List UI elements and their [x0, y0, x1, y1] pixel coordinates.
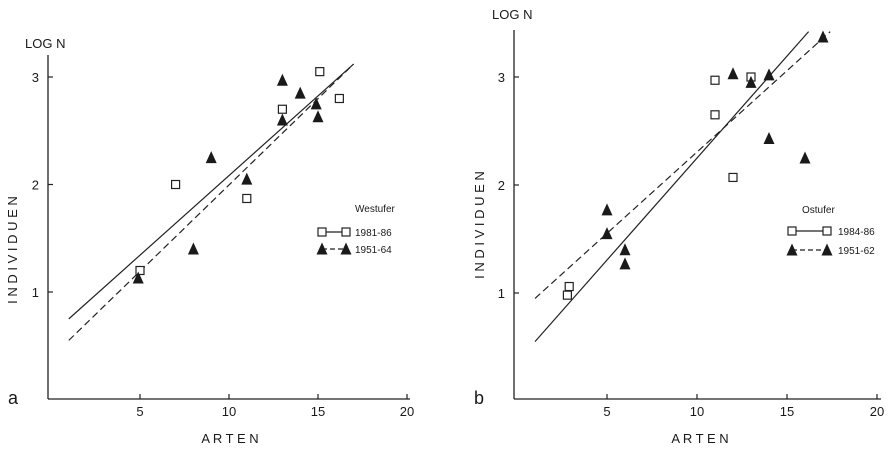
x-tick-label: 5	[603, 404, 610, 419]
data-point	[619, 257, 631, 270]
legend-marker	[822, 226, 832, 236]
data-point	[242, 193, 252, 204]
data-point	[562, 290, 573, 300]
legend-title: Ostufer	[802, 205, 835, 216]
y-axis-title: I N D I V I D U E N	[472, 171, 487, 279]
fit-line-1951-64	[68, 63, 355, 341]
fit-line-1981-86	[68, 63, 355, 320]
legend-title: Westufer	[355, 204, 395, 215]
y-tick-label: 2	[32, 178, 39, 193]
y-tick-label: 2	[498, 178, 505, 193]
legend-marker	[787, 226, 797, 236]
data-point	[601, 203, 613, 216]
x-tick-label: 20	[400, 404, 414, 419]
data-point	[294, 86, 306, 99]
x-tick-label: 15	[311, 404, 325, 419]
data-point	[276, 73, 288, 86]
data-point	[728, 172, 738, 183]
data-point	[334, 93, 344, 104]
data-point	[727, 67, 739, 80]
legend-label: 1984-86	[838, 227, 875, 238]
data-point	[763, 132, 775, 145]
y-tick-label: 1	[498, 286, 505, 301]
data-point	[310, 97, 322, 110]
x-tick-label: 10	[222, 404, 236, 419]
y-axis-unit-label: LOG N	[25, 36, 65, 51]
data-point	[763, 68, 775, 81]
legend-label: 1951-64	[355, 245, 392, 256]
data-point	[315, 67, 325, 77]
legend-marker	[340, 242, 352, 255]
legend-marker	[786, 243, 798, 256]
data-point	[132, 271, 144, 284]
x-axis-title: A R T E N	[671, 431, 728, 446]
x-tick-label: 5	[136, 404, 143, 419]
legend-marker	[316, 242, 328, 255]
data-point	[601, 227, 613, 240]
legend-marker	[821, 243, 833, 256]
panel-b: 5 10 15 20 1 2 3 A R T E N I N D I V I D U E N LO…	[472, 7, 884, 446]
x-tick-label: 20	[870, 404, 884, 419]
data-point	[564, 281, 574, 292]
y-tick-label: 3	[32, 70, 39, 85]
data-point	[710, 75, 720, 85]
legend-label: 1951-62	[838, 246, 875, 257]
data-point	[619, 243, 631, 256]
data-point	[277, 104, 287, 114]
panel-letter: a	[8, 388, 19, 408]
legend-marker	[317, 227, 327, 237]
legend-marker	[341, 227, 351, 237]
fit-line-1984-86	[534, 31, 810, 342]
panel-a: 5 10 15 20 1 2 3 A R T E N I N D I V I D U E N LO…	[5, 36, 414, 446]
data-point	[187, 242, 199, 255]
fit-line-1951-62	[534, 31, 831, 299]
data-point	[241, 172, 253, 185]
y-axis-title: I N D I V I D U E N	[5, 196, 20, 304]
x-axis-title: A R T E N	[201, 431, 258, 446]
data-point	[817, 30, 829, 43]
x-tick-label: 10	[690, 404, 704, 419]
data-point	[276, 113, 288, 126]
x-tick-label: 15	[780, 404, 794, 419]
data-point	[745, 75, 757, 88]
data-point	[312, 110, 324, 123]
data-point	[710, 110, 720, 120]
y-tick-label: 3	[498, 70, 505, 85]
y-tick-label: 1	[32, 285, 39, 300]
y-axis-unit-label: LOG N	[492, 7, 532, 22]
data-point	[799, 151, 811, 164]
data-point	[171, 179, 181, 190]
panel-letter: b	[474, 388, 484, 408]
data-point	[135, 265, 145, 276]
legend-label: 1981-86	[355, 228, 392, 239]
data-point	[205, 151, 217, 164]
